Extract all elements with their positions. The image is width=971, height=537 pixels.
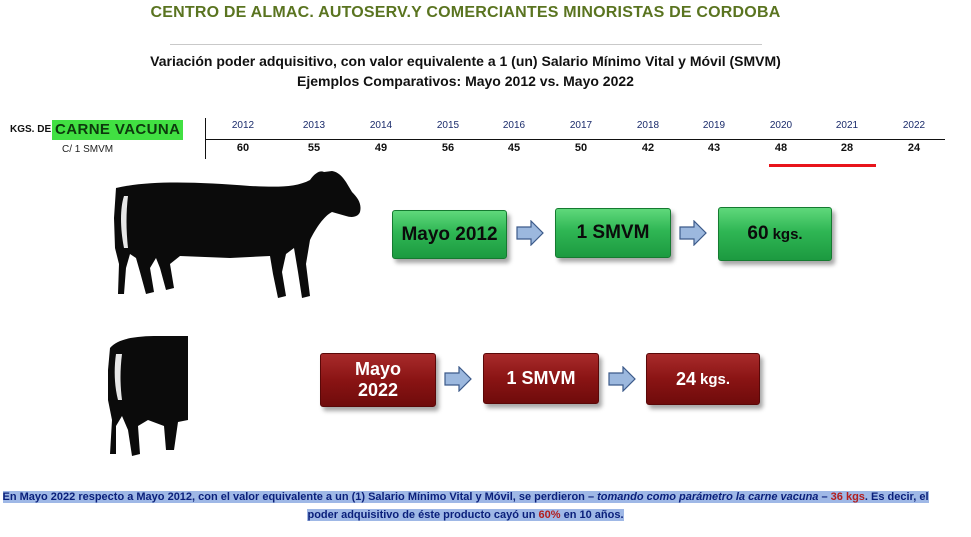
amount-2012-value: 60 [747,223,769,244]
year-cell: 2017 [569,120,593,131]
cow-half-icon [108,336,188,456]
conclusion-kgs-lost: 36 kgs [830,491,865,503]
conclusion-text: En Mayo 2022 respecto a Mayo 2012, con e… [0,488,931,524]
kgs-cell: 48 [774,142,788,154]
year-cell: 2014 [369,120,393,131]
product-name-badge: CARNE VACUNA [52,120,184,140]
kgs-cell: 56 [441,142,455,154]
subtitle-line-2: Ejemplos Comparativos: Mayo 2012 vs. May… [297,73,634,89]
conclusion-part-3: – [818,491,831,503]
conclusion-part-1: En Mayo 2022 respecto a Mayo 2012, con e… [2,491,598,503]
box-amount-2022: 24 kgs. [646,353,760,405]
salary-2012-label: 1 SMVM [576,222,650,243]
period-2022-line2: 2022 [357,380,399,400]
amount-2022-value: 24 [675,368,696,389]
kgs-cell: 43 [707,142,721,154]
salary-2022-label: 1 SMVM [506,368,576,388]
year-cell: 2016 [502,120,526,131]
period-2012-label: Mayo 2012 [401,223,498,245]
arrow-right-icon [516,220,544,246]
year-cell: 2019 [702,120,726,131]
table-vertical-rule [205,118,206,159]
kgs-cell: 55 [307,142,321,154]
table-horizontal-rule [205,139,945,140]
box-salary-2022: 1 SMVM [483,353,599,404]
arrow-right-icon [444,366,472,392]
kgs-cell: 45 [507,142,521,154]
kgs-cell: 42 [641,142,655,154]
kgs-cell: 28 [840,142,854,154]
whole-cow-icon [114,171,361,298]
amount-2012-unit: kgs. [772,225,803,243]
arrow-right-icon [679,220,707,246]
row-label-sub: C/ 1 SMVM [62,144,114,155]
kgs-cell: 50 [574,142,588,154]
conclusion-percent: 60% [538,509,561,521]
year-cell: 2015 [436,120,460,131]
kgs-cell: 60 [236,142,250,154]
arrow-right-icon [608,366,636,392]
kgs-cell: 24 [907,142,921,154]
highlight-underline [769,164,876,167]
kgs-cell: 49 [374,142,388,154]
box-period-2022: Mayo 2022 [320,353,436,407]
organization-title: CENTRO DE ALMAC. AUTOSERV.Y COMERCIANTES… [150,4,781,21]
year-cell: 2020 [769,120,793,131]
year-cell: 2012 [231,120,255,131]
row-label-prefix: KGS. DE [10,124,52,135]
year-cell: 2013 [302,120,326,131]
year-cell: 2018 [636,120,660,131]
year-cell: 2021 [835,120,859,131]
box-salary-2012: 1 SMVM [555,208,671,258]
box-period-2012: Mayo 2012 [392,210,507,259]
conclusion-italic: tomando como parámetro la carne vacuna [597,491,819,503]
conclusion-part-7: en 10 años. [560,509,624,521]
year-cell: 2022 [902,120,926,131]
subtitle-line-1: Variación poder adquisitivo, con valor e… [150,53,781,69]
amount-2022-unit: kgs. [700,370,731,388]
title-divider [170,44,762,45]
box-amount-2012: 60 kgs. [718,207,832,261]
period-2022-line1: Mayo [354,359,401,379]
